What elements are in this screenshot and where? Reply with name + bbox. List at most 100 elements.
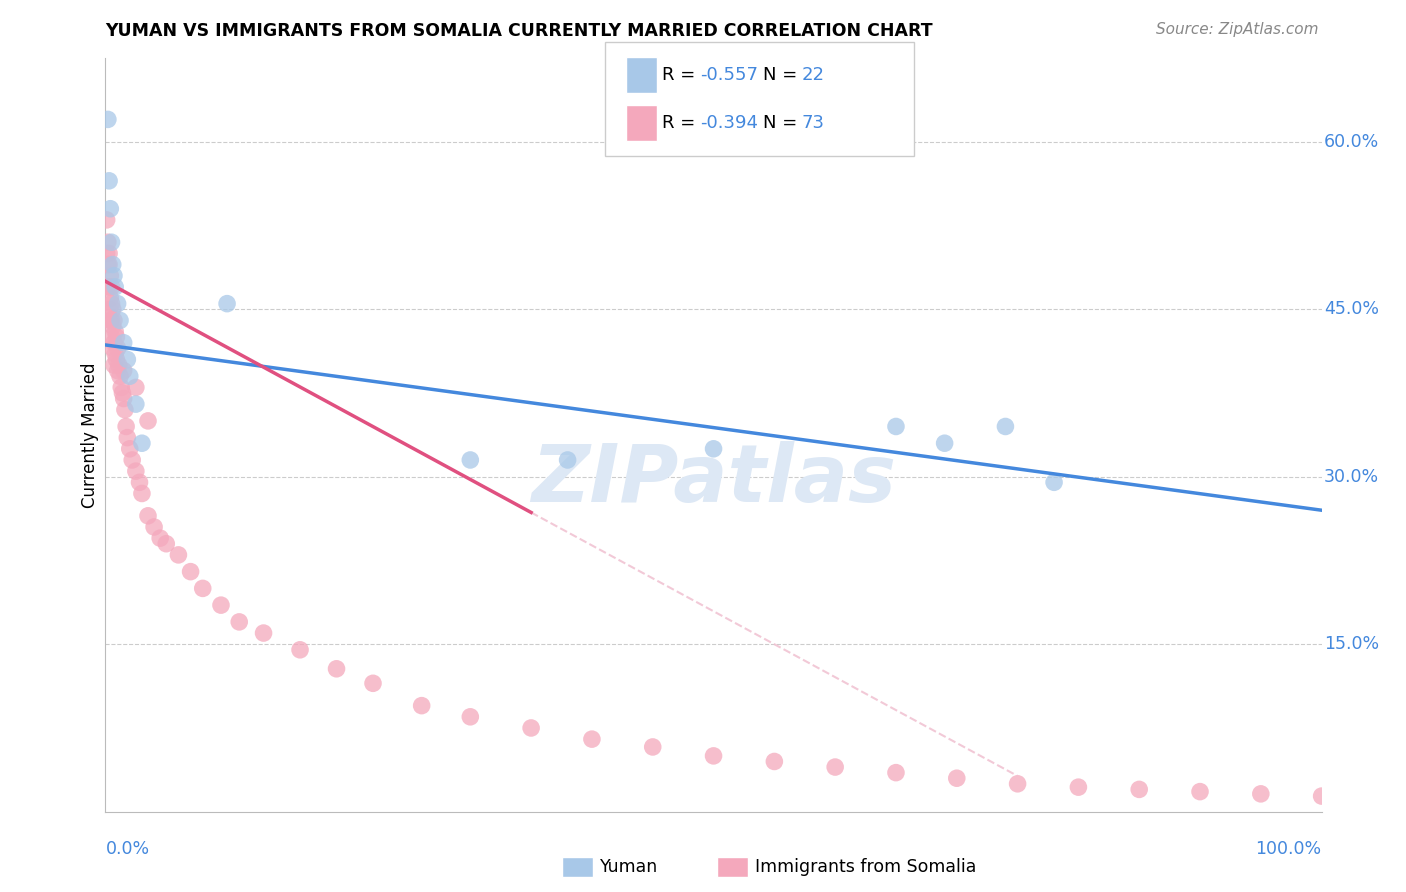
Point [1067, 780, 1090, 794]
Text: 100.0%: 100.0% [1256, 840, 1322, 858]
Point [155, 537, 177, 551]
Point [149, 531, 172, 545]
Point [520, 721, 543, 735]
Point [641, 739, 664, 754]
Text: 22: 22 [801, 66, 824, 84]
Text: Source: ZipAtlas.com: Source: ZipAtlas.com [1156, 22, 1319, 37]
Text: YUMAN VS IMMIGRANTS FROM SOMALIA CURRENTLY MARRIED CORRELATION CHART: YUMAN VS IMMIGRANTS FROM SOMALIA CURRENT… [105, 22, 934, 40]
Point [96, 246, 118, 260]
Text: Yuman: Yuman [600, 858, 658, 876]
Point [411, 698, 433, 713]
Point [98, 246, 121, 260]
Point [763, 755, 786, 769]
Point [98, 268, 121, 283]
Point [104, 325, 127, 339]
Point [131, 486, 153, 500]
Point [934, 436, 956, 450]
Point [101, 341, 124, 355]
Point [96, 213, 118, 227]
Point [114, 402, 136, 417]
Text: 45.0%: 45.0% [1324, 301, 1379, 318]
Point [100, 296, 122, 310]
Point [111, 386, 134, 401]
Point [1007, 777, 1029, 791]
Point [458, 710, 481, 724]
Text: -0.394: -0.394 [700, 114, 758, 132]
Point [101, 318, 124, 333]
Point [97, 235, 120, 250]
Point [884, 419, 907, 434]
Point [191, 582, 214, 596]
Point [994, 419, 1017, 434]
Point [136, 414, 159, 428]
Point [110, 380, 132, 394]
Point [97, 112, 120, 127]
Text: N =: N = [763, 66, 803, 84]
Point [108, 369, 131, 384]
Point [105, 352, 128, 367]
Point [107, 364, 129, 378]
Point [143, 520, 166, 534]
Point [117, 431, 139, 445]
Point [702, 442, 725, 456]
Point [100, 330, 122, 344]
Point [108, 313, 131, 327]
Point [98, 291, 121, 305]
Text: N =: N = [763, 114, 803, 132]
Point [252, 626, 274, 640]
Point [103, 268, 125, 283]
Point [1189, 784, 1212, 798]
Point [884, 765, 907, 780]
Point [103, 313, 125, 327]
Text: R =: R = [662, 114, 702, 132]
Text: -0.557: -0.557 [700, 66, 758, 84]
Text: ZIPatlas: ZIPatlas [531, 441, 896, 519]
Point [945, 771, 967, 785]
Point [100, 280, 122, 294]
Point [103, 358, 125, 372]
Point [118, 369, 141, 384]
Point [98, 174, 121, 188]
Point [125, 464, 148, 478]
Point [118, 442, 141, 456]
Point [458, 453, 481, 467]
Point [1310, 789, 1333, 803]
Text: 0.0%: 0.0% [105, 840, 149, 858]
Point [108, 358, 131, 372]
Point [824, 760, 846, 774]
Point [228, 615, 250, 629]
Point [209, 598, 232, 612]
Point [125, 397, 148, 411]
Point [105, 330, 128, 344]
Point [1128, 782, 1150, 797]
Point [288, 642, 311, 657]
Point [100, 235, 122, 250]
Point [112, 364, 135, 378]
Point [104, 347, 127, 361]
Text: 60.0%: 60.0% [1324, 133, 1379, 151]
Point [97, 258, 120, 272]
Point [107, 296, 129, 310]
Point [98, 258, 121, 272]
Text: R =: R = [662, 66, 702, 84]
Point [98, 202, 121, 216]
Point [98, 302, 121, 317]
Point [131, 436, 153, 450]
Point [702, 748, 725, 763]
Point [167, 548, 190, 562]
Point [107, 341, 129, 355]
Point [98, 313, 121, 327]
Point [128, 475, 150, 490]
Point [97, 280, 120, 294]
Point [100, 313, 122, 327]
Point [112, 392, 135, 406]
Text: Immigrants from Somalia: Immigrants from Somalia [755, 858, 976, 876]
Point [121, 453, 143, 467]
Point [361, 676, 384, 690]
Point [1250, 787, 1272, 801]
Text: 73: 73 [801, 114, 824, 132]
Point [98, 280, 121, 294]
Point [112, 335, 135, 350]
Point [101, 302, 124, 317]
Point [136, 508, 159, 523]
